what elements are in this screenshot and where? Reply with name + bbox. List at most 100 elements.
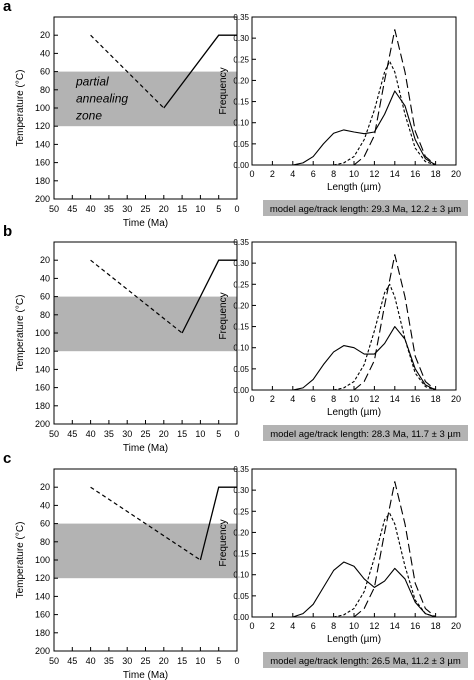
model-box-bg [263, 200, 468, 216]
plot-frame [251, 468, 457, 618]
y-tick-label: 0.25 [233, 507, 249, 516]
x-tick-label: 4 [290, 169, 295, 179]
y-tick-label: 200 [35, 646, 50, 656]
x-tick-label: 50 [49, 429, 59, 439]
y-tick-label: 0.10 [233, 344, 249, 353]
y-tick-label: 0.05 [233, 140, 249, 149]
y-tick-label: 0.25 [233, 280, 249, 289]
x-tick-label: 5 [216, 656, 221, 666]
y-axis-label: Temperature (°C) [15, 70, 26, 147]
x-tick-label: 20 [451, 169, 461, 179]
partial-annealing-band [54, 523, 237, 579]
y-tick-label: 0.15 [233, 323, 249, 332]
y-tick-label: 0.15 [233, 550, 249, 559]
solid-path [181, 259, 237, 334]
y-tick-label: 0.20 [233, 301, 249, 310]
y-tick-label: 180 [35, 176, 50, 186]
y-tick-label: 0.35 [233, 13, 249, 22]
x-tick-label: 10 [195, 429, 205, 439]
x-tick-label: 16 [410, 621, 420, 631]
y-tick-label: 100 [35, 103, 50, 113]
y-tick-label: 0.30 [233, 34, 249, 43]
x-tick-label: 15 [177, 656, 187, 666]
x-tick-label: 20 [159, 656, 169, 666]
x-tick-label: 14 [390, 621, 400, 631]
y-tick-label: 0.00 [233, 161, 249, 170]
y-tick-label: 0.00 [233, 613, 249, 622]
x-tick-label: 25 [140, 429, 150, 439]
x-axis-label: Time (Ma) [123, 218, 168, 229]
x-tick-label: 30 [122, 204, 132, 214]
x-tick-label: 12 [369, 169, 379, 179]
x-tick-label: 40 [86, 656, 96, 666]
model-box-bg [263, 425, 468, 441]
y-axis-label: Frequency [218, 292, 229, 339]
x-tick-label: 0 [249, 621, 254, 631]
y-tick-label: 40 [40, 48, 50, 58]
solid-distribution [292, 90, 436, 166]
long-dash-distribution [353, 481, 436, 618]
x-tick-label: 0 [234, 429, 239, 439]
panel-c: c50 45 40 35 30 25 20 15 10 5 02040608010012014016… [3, 450, 468, 680]
x-tick-label: 18 [431, 394, 441, 404]
y-tick-label: 120 [35, 346, 50, 356]
y-tick-label: 80 [40, 537, 50, 547]
y-axis-label: Frequency [218, 67, 229, 114]
dashed-path [90, 259, 183, 334]
y-tick-label: 80 [40, 310, 50, 320]
x-tick-label: 45 [67, 656, 77, 666]
x-tick-label: 2 [270, 621, 275, 631]
x-tick-label: 5 [216, 204, 221, 214]
x-tick-label: 10 [349, 169, 359, 179]
x-axis-label: Time (Ma) [123, 443, 168, 454]
x-tick-label: 16 [410, 394, 420, 404]
x-tick-label: 8 [331, 169, 336, 179]
x-tick-label: 0 [234, 656, 239, 666]
y-tick-label: 0.35 [233, 238, 249, 247]
x-tick-label: 50 [49, 656, 59, 666]
x-tick-label: 45 [67, 429, 77, 439]
y-tick-label: 120 [35, 573, 50, 583]
x-tick-label: 0 [234, 204, 239, 214]
y-tick-label: 140 [35, 364, 50, 374]
y-tick-label: 60 [40, 67, 50, 77]
x-axis-label: Length (µm) [327, 634, 381, 645]
model-age-label: model age/track length: 29.3 Ma, 12.2 ± … [270, 204, 461, 215]
dashed-path [90, 34, 165, 109]
x-tick-label: 15 [177, 204, 187, 214]
y-tick-label: 200 [35, 419, 50, 429]
y-tick-label: 0.10 [233, 571, 249, 580]
solid-path [163, 34, 237, 109]
x-tick-label: 6 [311, 169, 316, 179]
panel-letter: c [3, 450, 11, 467]
x-tick-label: 0 [249, 169, 254, 179]
x-tick-label: 6 [311, 394, 316, 404]
x-tick-label: 20 [159, 429, 169, 439]
long-dash-distribution [353, 254, 436, 391]
y-tick-label: 20 [40, 30, 50, 40]
model-age-label: model age/track length: 28.3 Ma, 11.7 ± … [270, 429, 461, 440]
y-tick-label: 80 [40, 85, 50, 95]
plot-frame [251, 16, 457, 166]
y-tick-label: 140 [35, 591, 50, 601]
y-tick-label: 60 [40, 292, 50, 302]
zone-label: zone [75, 109, 102, 123]
solid-distribution [292, 561, 436, 618]
y-tick-label: 0.10 [233, 119, 249, 128]
y-tick-label: 180 [35, 401, 50, 411]
x-tick-label: 30 [122, 429, 132, 439]
solid-path [199, 486, 237, 561]
x-tick-label: 40 [86, 204, 96, 214]
x-tick-label: 14 [390, 394, 400, 404]
x-tick-label: 2 [270, 394, 275, 404]
x-tick-label: 20 [451, 394, 461, 404]
x-tick-label: 18 [431, 621, 441, 631]
model-age-box: model age/track length: 26.5 Ma, 11.2 ± … [263, 652, 468, 668]
y-tick-label: 0.15 [233, 98, 249, 107]
x-tick-label: 0 [249, 394, 254, 404]
model-age-label: model age/track length: 26.5 Ma, 11.2 ± … [270, 656, 461, 667]
y-tick-label: 160 [35, 383, 50, 393]
y-tick-label: 0.20 [233, 76, 249, 85]
